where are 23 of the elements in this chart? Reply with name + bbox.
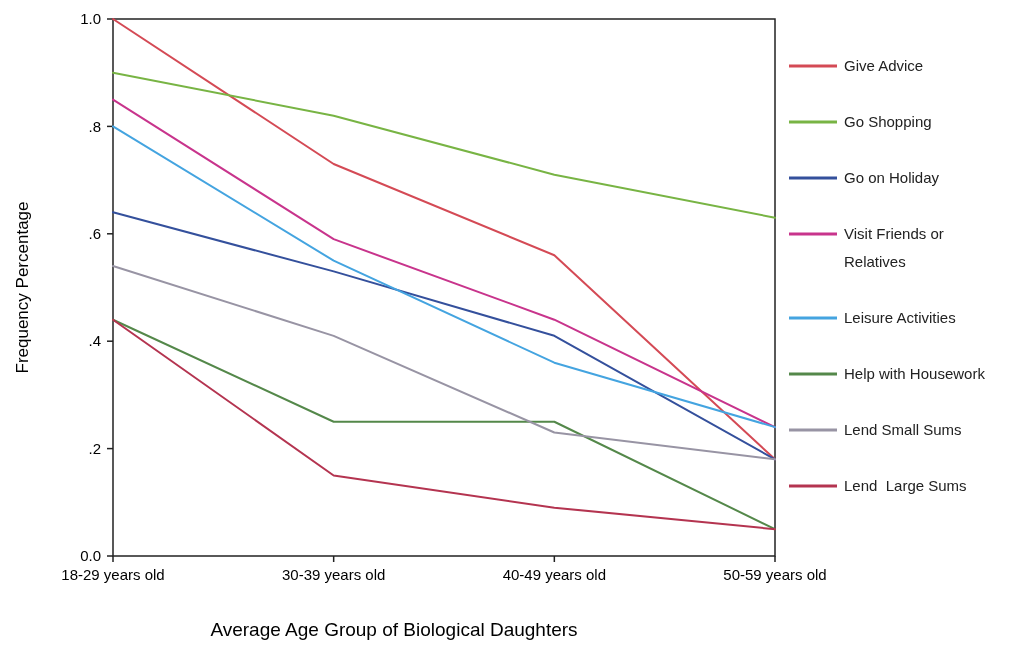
y-tick-label: 0.0 xyxy=(80,547,101,565)
x-tick-label: 18-29 years old xyxy=(61,566,165,583)
line-series xyxy=(112,71,776,219)
legend-label: Leisure Activities xyxy=(844,309,956,326)
legend-label: Go on Holiday xyxy=(844,169,940,186)
line-series xyxy=(112,211,776,461)
y-tick-label: 1.0 xyxy=(80,10,101,28)
x-axis-title: Average Age Group of Biological Daughters xyxy=(210,619,578,640)
y-tick-label: .6 xyxy=(88,225,101,243)
legend-label: Help with Housework xyxy=(844,365,986,382)
y-axis-title: Frequency Percentage xyxy=(13,201,32,374)
line-series xyxy=(112,265,776,461)
y-tick-label: .4 xyxy=(88,332,101,350)
x-tick-label: 50-59 years old xyxy=(723,566,827,583)
legend-label: Give Advice xyxy=(844,57,924,74)
legend-label: Visit Friends or Relatives xyxy=(844,225,944,270)
y-tick-label: .2 xyxy=(88,439,101,457)
legend-label: Lend Small Sums xyxy=(844,421,962,438)
legend-label: Lend Large Sums xyxy=(844,477,967,494)
x-tick-label: 40-49 years old xyxy=(502,566,607,583)
legend-label: Go Shopping xyxy=(844,113,932,130)
y-tick-label: .8 xyxy=(88,117,101,135)
x-tick-label: 30-39 years old xyxy=(281,566,386,583)
